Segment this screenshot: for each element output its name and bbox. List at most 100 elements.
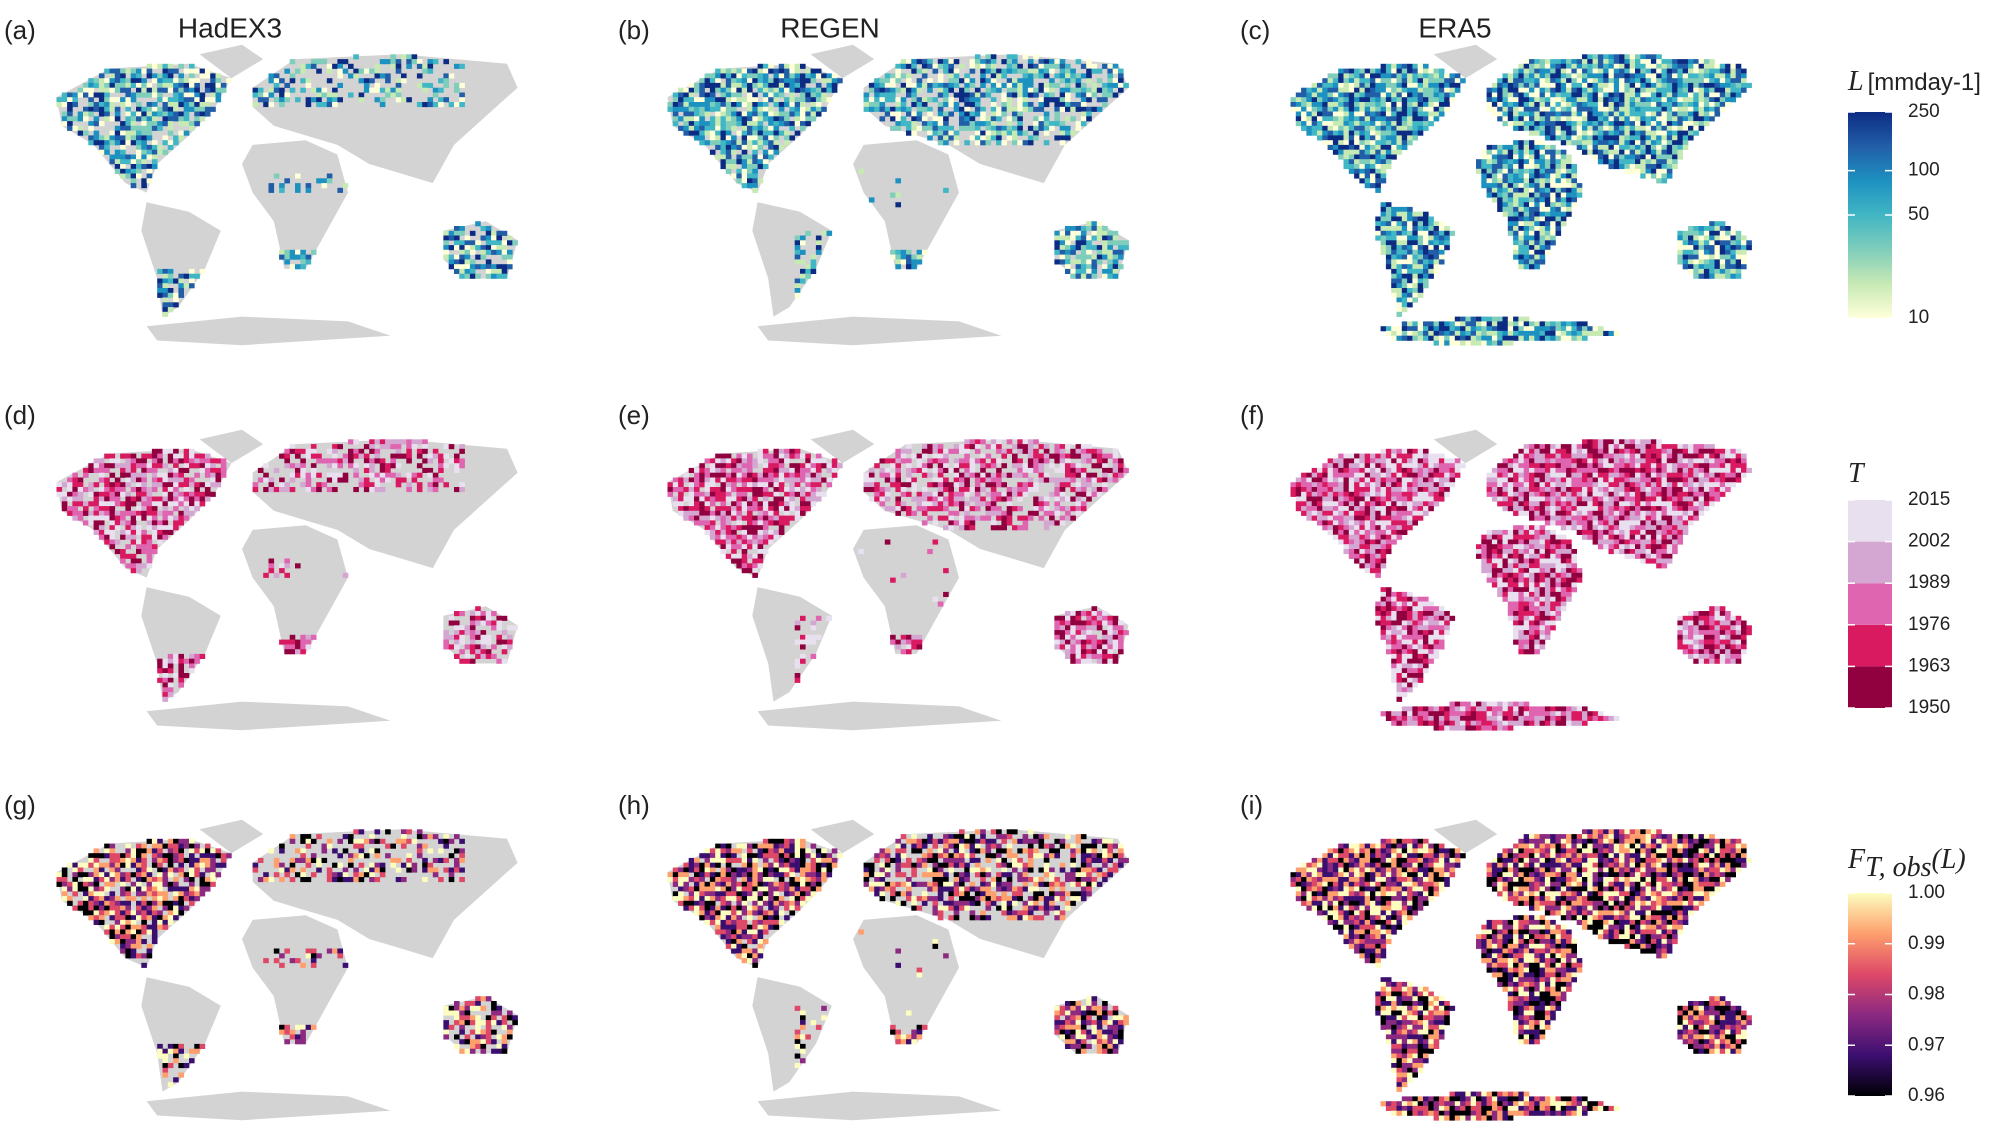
grid-cell <box>1523 87 1530 93</box>
grid-cell <box>215 97 222 103</box>
grid-cell <box>720 130 727 136</box>
grid-cell <box>1454 330 1461 336</box>
grid-cell <box>1049 121 1055 127</box>
grid-cell <box>363 477 370 483</box>
grid-cell <box>279 87 285 93</box>
grid-cell <box>1407 278 1413 284</box>
grid-cell <box>151 149 158 155</box>
grid-cell <box>1613 68 1620 74</box>
grid-cell <box>305 78 312 84</box>
grid-cell <box>1332 111 1339 117</box>
grid-cell <box>1338 144 1344 150</box>
grid-cell <box>326 68 333 74</box>
grid-cell <box>906 92 912 98</box>
grid-cell <box>943 59 949 65</box>
grid-cell <box>741 149 748 155</box>
grid-cell <box>1396 230 1403 236</box>
grid-cell <box>1391 230 1397 236</box>
grid-cell <box>1513 187 1519 193</box>
grid-cell <box>1001 130 1007 136</box>
grid-cell <box>1698 63 1705 69</box>
grid-cell <box>1560 202 1567 208</box>
grid-cell <box>1534 140 1540 146</box>
grid-cell <box>178 496 184 502</box>
grid-cell <box>1640 106 1646 112</box>
grid-cell <box>1407 68 1413 74</box>
grid-cell <box>1065 116 1071 122</box>
grid-cell <box>1012 87 1018 93</box>
grid-cell <box>990 125 997 131</box>
grid-cell <box>731 68 737 74</box>
grid-cell <box>815 97 822 103</box>
grid-cell <box>667 106 674 112</box>
grid-cell <box>1096 68 1103 74</box>
grid-cell <box>1370 135 1376 141</box>
grid-cell <box>826 82 833 88</box>
grid-cell <box>911 121 917 127</box>
grid-cell <box>416 448 423 454</box>
grid-cell <box>1529 140 1535 146</box>
grid-cell <box>416 73 423 79</box>
grid-cell <box>794 73 801 79</box>
grid-cell <box>704 106 711 112</box>
grid-cell <box>1348 159 1355 165</box>
grid-cell <box>167 491 174 497</box>
grid-cell <box>1338 116 1344 122</box>
grid-cell <box>1529 206 1535 212</box>
grid-cell <box>1624 159 1630 165</box>
grid-cell <box>491 644 497 650</box>
grid-cell <box>1629 149 1636 155</box>
grid-cell <box>146 534 153 540</box>
grid-cell <box>98 534 105 540</box>
grid-cell <box>363 487 370 493</box>
grid-cell <box>1507 183 1514 189</box>
grid-cell <box>1438 321 1445 327</box>
grid-cell <box>1412 254 1418 260</box>
grid-cell <box>141 164 147 170</box>
grid-cell <box>1656 68 1662 74</box>
grid-cell <box>61 116 68 122</box>
grid-cell <box>1338 73 1344 79</box>
grid-cell <box>921 63 928 69</box>
grid-cell <box>1391 273 1397 279</box>
grid-cell <box>784 68 790 74</box>
grid-cell <box>1375 168 1381 174</box>
grid-cell <box>1529 154 1535 160</box>
grid-cell <box>1566 206 1572 212</box>
grid-cell <box>279 254 285 260</box>
grid-cell <box>1354 164 1360 170</box>
grid-cell <box>332 477 338 483</box>
grid-cell <box>996 106 1002 112</box>
grid-cell <box>1635 135 1641 141</box>
grid-cell <box>189 106 195 112</box>
grid-cell <box>1396 82 1403 88</box>
grid-cell <box>1555 183 1562 189</box>
grid-cell <box>1059 249 1066 255</box>
grid-cell <box>189 125 195 131</box>
grid-cell <box>784 135 790 141</box>
grid-cell <box>762 159 769 165</box>
grid-cell <box>1560 111 1567 117</box>
grid-cell <box>1534 116 1540 122</box>
grid-cell <box>1401 283 1408 289</box>
grid-cell <box>1571 202 1577 208</box>
grid-cell <box>1295 97 1302 103</box>
grid-cell <box>784 130 790 136</box>
grid-cell <box>1049 97 1055 103</box>
grid-cell <box>1539 249 1546 255</box>
grid-cell <box>1555 206 1562 212</box>
grid-cell <box>114 525 121 531</box>
grid-cell <box>454 63 460 69</box>
grid-cell <box>104 539 110 545</box>
grid-cell <box>1433 249 1440 255</box>
grid-cell <box>157 453 163 459</box>
grid-cell <box>1507 116 1514 122</box>
grid-cell <box>305 482 312 488</box>
grid-cell <box>146 525 153 531</box>
grid-cell <box>1038 73 1045 79</box>
grid-cell <box>72 515 78 521</box>
grid-cell <box>1534 187 1540 193</box>
grid-cell <box>1725 82 1731 88</box>
grid-cell <box>1624 102 1630 108</box>
grid-cell <box>114 106 121 112</box>
